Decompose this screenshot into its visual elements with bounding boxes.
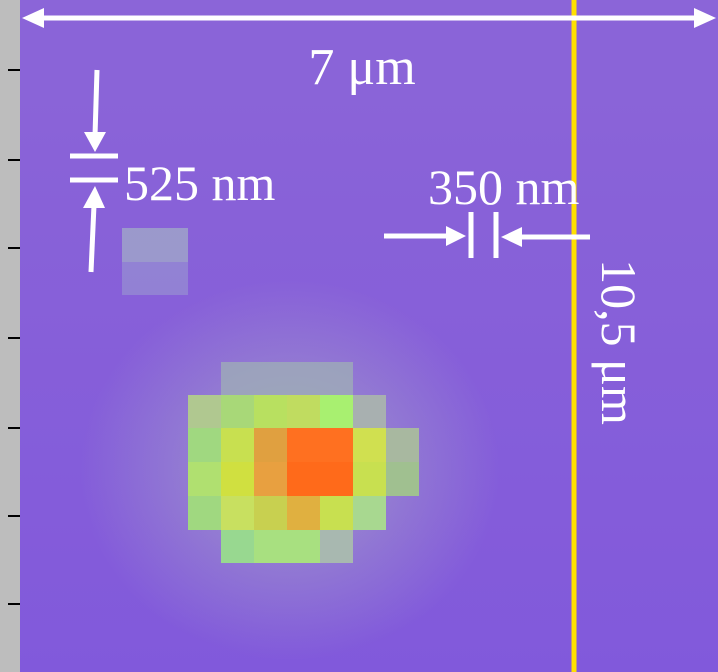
pixel — [221, 395, 254, 428]
pixel — [287, 462, 353, 496]
side-strip — [0, 0, 20, 672]
pixel — [353, 496, 386, 530]
pixel — [122, 262, 188, 295]
side-ticks — [8, 69, 20, 605]
pixel — [386, 428, 419, 462]
pixel — [254, 395, 287, 428]
pixel — [353, 428, 386, 462]
pixel — [320, 496, 353, 530]
pixel — [320, 530, 353, 563]
pixel — [254, 428, 287, 462]
pixel — [188, 395, 221, 428]
pixel — [287, 428, 353, 462]
image-area — [20, 0, 718, 672]
pixel — [287, 530, 320, 563]
annotations — [22, 8, 716, 273]
pixel — [122, 228, 188, 262]
pixel — [221, 496, 254, 530]
pixel-width-label: 350 nm — [428, 159, 580, 215]
pixel-height-label: 525 nm — [124, 155, 276, 211]
pixel — [188, 462, 221, 496]
pixel — [221, 362, 353, 395]
pixel — [221, 462, 254, 496]
pixel — [254, 462, 287, 496]
pixel — [386, 462, 419, 496]
pixel — [287, 395, 320, 428]
pixel — [221, 428, 254, 462]
pixel — [353, 462, 386, 496]
pixel — [254, 496, 287, 530]
pixel — [287, 496, 320, 530]
width-label: 7 μm — [308, 39, 415, 96]
pixel — [188, 496, 221, 530]
pixel — [188, 428, 221, 462]
pixel — [221, 530, 254, 563]
pixel — [353, 395, 386, 428]
height-label: 10,5 μm — [591, 259, 647, 425]
pixel — [320, 395, 353, 428]
pixel — [254, 530, 287, 563]
